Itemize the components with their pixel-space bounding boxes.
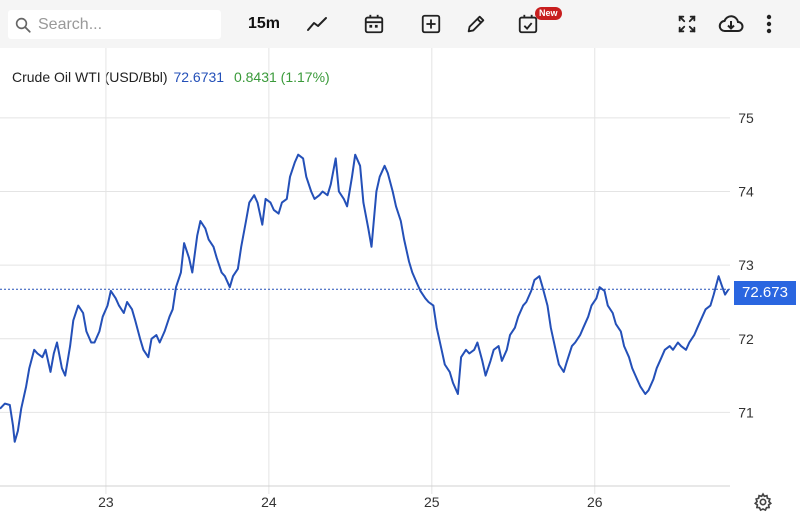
x-tick-label: 26 bbox=[587, 494, 603, 510]
x-axis-labels: 23 24 25 26 bbox=[98, 494, 603, 510]
x-tick-label: 25 bbox=[424, 494, 440, 510]
pencil-icon bbox=[467, 15, 485, 33]
chart-legend: Crude Oil WTI (USD/Bbl) 72.6731 0.8431 (… bbox=[12, 69, 330, 85]
settings-button[interactable] bbox=[753, 492, 773, 515]
fullscreen-icon bbox=[678, 15, 696, 33]
interval-button[interactable]: 15m bbox=[247, 15, 281, 32]
y-gridlines bbox=[0, 117, 730, 413]
instrument-name: Crude Oil WTI (USD/Bbl) bbox=[12, 69, 168, 85]
download-button[interactable] bbox=[716, 10, 746, 38]
toolbar: 15m New bbox=[0, 0, 800, 48]
add-box-icon bbox=[421, 14, 441, 34]
event-check-icon bbox=[518, 14, 538, 34]
search-box[interactable] bbox=[8, 10, 221, 39]
add-indicator-button[interactable] bbox=[417, 10, 445, 38]
more-vertical-icon bbox=[766, 14, 772, 34]
y-tick-label: 72 bbox=[738, 331, 754, 347]
price-tag: 72.673 bbox=[734, 281, 796, 305]
gear-icon bbox=[753, 492, 773, 512]
new-badge: New bbox=[535, 7, 562, 20]
y-tick-label: 75 bbox=[738, 110, 754, 126]
search-input[interactable] bbox=[38, 14, 218, 35]
fullscreen-button[interactable] bbox=[673, 10, 701, 38]
date-range-button[interactable] bbox=[360, 10, 388, 38]
price-chart[interactable]: 71 72 73 74 75 23 24 25 26 bbox=[0, 48, 800, 515]
events-button[interactable] bbox=[514, 10, 542, 38]
more-button[interactable] bbox=[757, 10, 781, 38]
search-icon bbox=[15, 17, 31, 33]
y-tick-label: 71 bbox=[738, 404, 754, 420]
y-axis-labels: 71 72 73 74 75 bbox=[738, 110, 754, 420]
chart-type-button[interactable] bbox=[303, 10, 331, 38]
line-chart-icon bbox=[307, 17, 327, 31]
price-change: 0.8431 (1.17%) bbox=[233, 69, 330, 85]
series-line bbox=[0, 153, 730, 443]
cloud-download-icon bbox=[718, 15, 744, 32]
current-price: 72.6731 bbox=[173, 69, 225, 85]
y-tick-label: 74 bbox=[738, 184, 754, 200]
y-tick-label: 73 bbox=[738, 257, 754, 273]
calendar-icon bbox=[364, 14, 384, 34]
draw-button[interactable] bbox=[462, 10, 490, 38]
x-gridlines bbox=[105, 48, 596, 494]
x-tick-label: 23 bbox=[98, 494, 114, 510]
x-tick-label: 24 bbox=[261, 494, 277, 510]
